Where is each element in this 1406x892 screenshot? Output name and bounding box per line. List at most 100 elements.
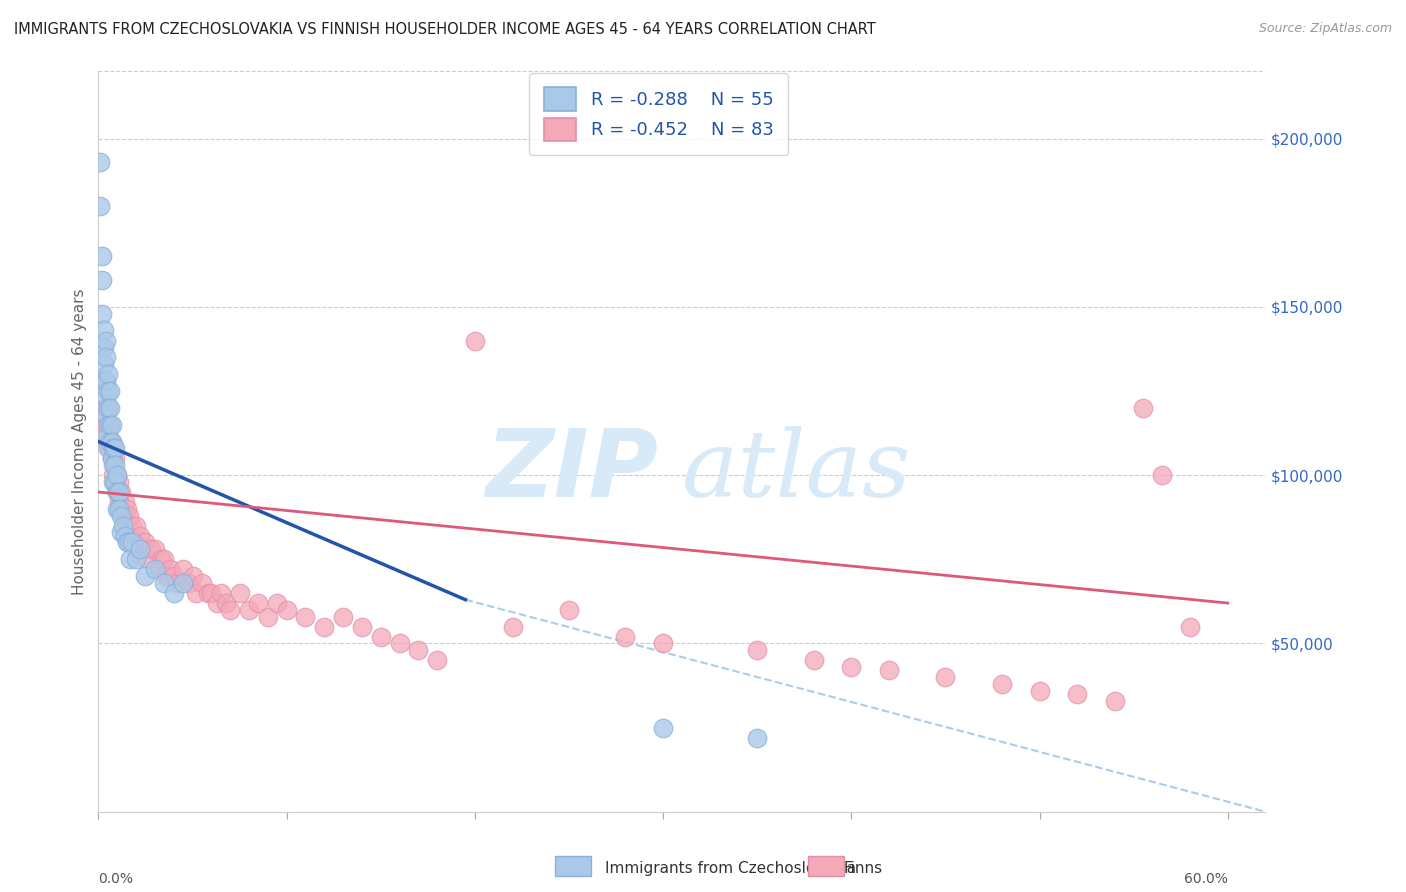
Point xyxy=(294,609,316,624)
Point xyxy=(1150,468,1173,483)
Point xyxy=(97,384,120,398)
Point xyxy=(91,250,114,264)
Point xyxy=(177,575,200,590)
Point xyxy=(98,384,121,398)
Point xyxy=(139,542,162,557)
Point xyxy=(172,562,194,576)
Point xyxy=(238,603,260,617)
Point xyxy=(148,562,170,576)
Point xyxy=(125,552,148,566)
Point xyxy=(614,630,637,644)
Point xyxy=(117,535,139,549)
Point xyxy=(370,630,392,644)
Point xyxy=(388,636,411,650)
Point xyxy=(155,569,177,583)
Point xyxy=(104,475,127,489)
Point xyxy=(1066,687,1088,701)
Point xyxy=(934,670,956,684)
Point xyxy=(652,721,675,735)
Point xyxy=(747,731,769,745)
Point xyxy=(105,501,128,516)
Point xyxy=(94,334,117,348)
Point xyxy=(136,552,159,566)
Point xyxy=(1104,694,1126,708)
Point xyxy=(97,368,120,382)
Point xyxy=(149,552,172,566)
Point xyxy=(121,518,143,533)
Point xyxy=(110,501,132,516)
Point xyxy=(166,575,188,590)
Point xyxy=(134,535,156,549)
Point xyxy=(134,569,156,583)
Text: Source: ZipAtlas.com: Source: ZipAtlas.com xyxy=(1258,22,1392,36)
Point xyxy=(747,643,769,657)
Point xyxy=(93,374,115,388)
Point xyxy=(104,458,127,472)
Point xyxy=(314,619,336,633)
Point xyxy=(558,603,581,617)
Point xyxy=(205,596,228,610)
Point xyxy=(94,391,117,405)
Point xyxy=(803,653,825,667)
Point xyxy=(219,603,242,617)
Point xyxy=(159,562,181,576)
Point xyxy=(94,408,117,422)
Point xyxy=(114,495,136,509)
Point xyxy=(91,273,114,287)
Point xyxy=(108,475,131,489)
Text: Immigrants from Czechoslovakia: Immigrants from Czechoslovakia xyxy=(605,861,856,876)
Point xyxy=(98,417,121,432)
Point xyxy=(652,636,675,650)
Point xyxy=(186,586,208,600)
Point xyxy=(108,501,131,516)
Point xyxy=(200,586,222,600)
Point xyxy=(94,417,117,432)
Point xyxy=(94,374,117,388)
Point xyxy=(93,324,115,338)
Point xyxy=(131,542,153,557)
Text: ZIP: ZIP xyxy=(485,425,658,517)
Point xyxy=(350,619,373,633)
Point xyxy=(502,619,524,633)
Point xyxy=(1178,619,1201,633)
Point xyxy=(97,401,120,415)
Point xyxy=(100,451,122,466)
Point xyxy=(197,586,219,600)
Point xyxy=(111,518,134,533)
Point xyxy=(110,485,132,500)
Point xyxy=(103,442,125,456)
Point xyxy=(110,508,132,523)
Y-axis label: Householder Income Ages 45 - 64 years: Householder Income Ages 45 - 64 years xyxy=(72,288,87,595)
Point xyxy=(122,535,145,549)
Point xyxy=(98,434,121,449)
Point xyxy=(111,508,134,523)
Point xyxy=(125,518,148,533)
Point xyxy=(89,155,111,169)
Point xyxy=(153,575,176,590)
Point xyxy=(266,596,288,610)
Text: 0.0%: 0.0% xyxy=(98,872,134,887)
Point xyxy=(117,508,139,523)
Point xyxy=(98,442,121,456)
Point xyxy=(104,451,127,466)
Point xyxy=(100,417,122,432)
Point xyxy=(172,575,194,590)
Point xyxy=(247,596,270,610)
Point xyxy=(108,495,131,509)
Point xyxy=(91,307,114,321)
Point xyxy=(103,468,125,483)
Point xyxy=(105,485,128,500)
Point xyxy=(105,485,128,500)
Point xyxy=(121,535,143,549)
Point xyxy=(143,542,166,557)
Point xyxy=(104,442,127,456)
Point xyxy=(108,485,131,500)
Point xyxy=(215,596,238,610)
Point xyxy=(100,434,122,449)
Point xyxy=(103,475,125,489)
Point xyxy=(120,529,142,543)
Point xyxy=(105,468,128,483)
Text: IMMIGRANTS FROM CZECHOSLOVAKIA VS FINNISH HOUSEHOLDER INCOME AGES 45 - 64 YEARS : IMMIGRANTS FROM CZECHOSLOVAKIA VS FINNIS… xyxy=(14,22,876,37)
Point xyxy=(464,334,486,348)
Point xyxy=(100,451,122,466)
